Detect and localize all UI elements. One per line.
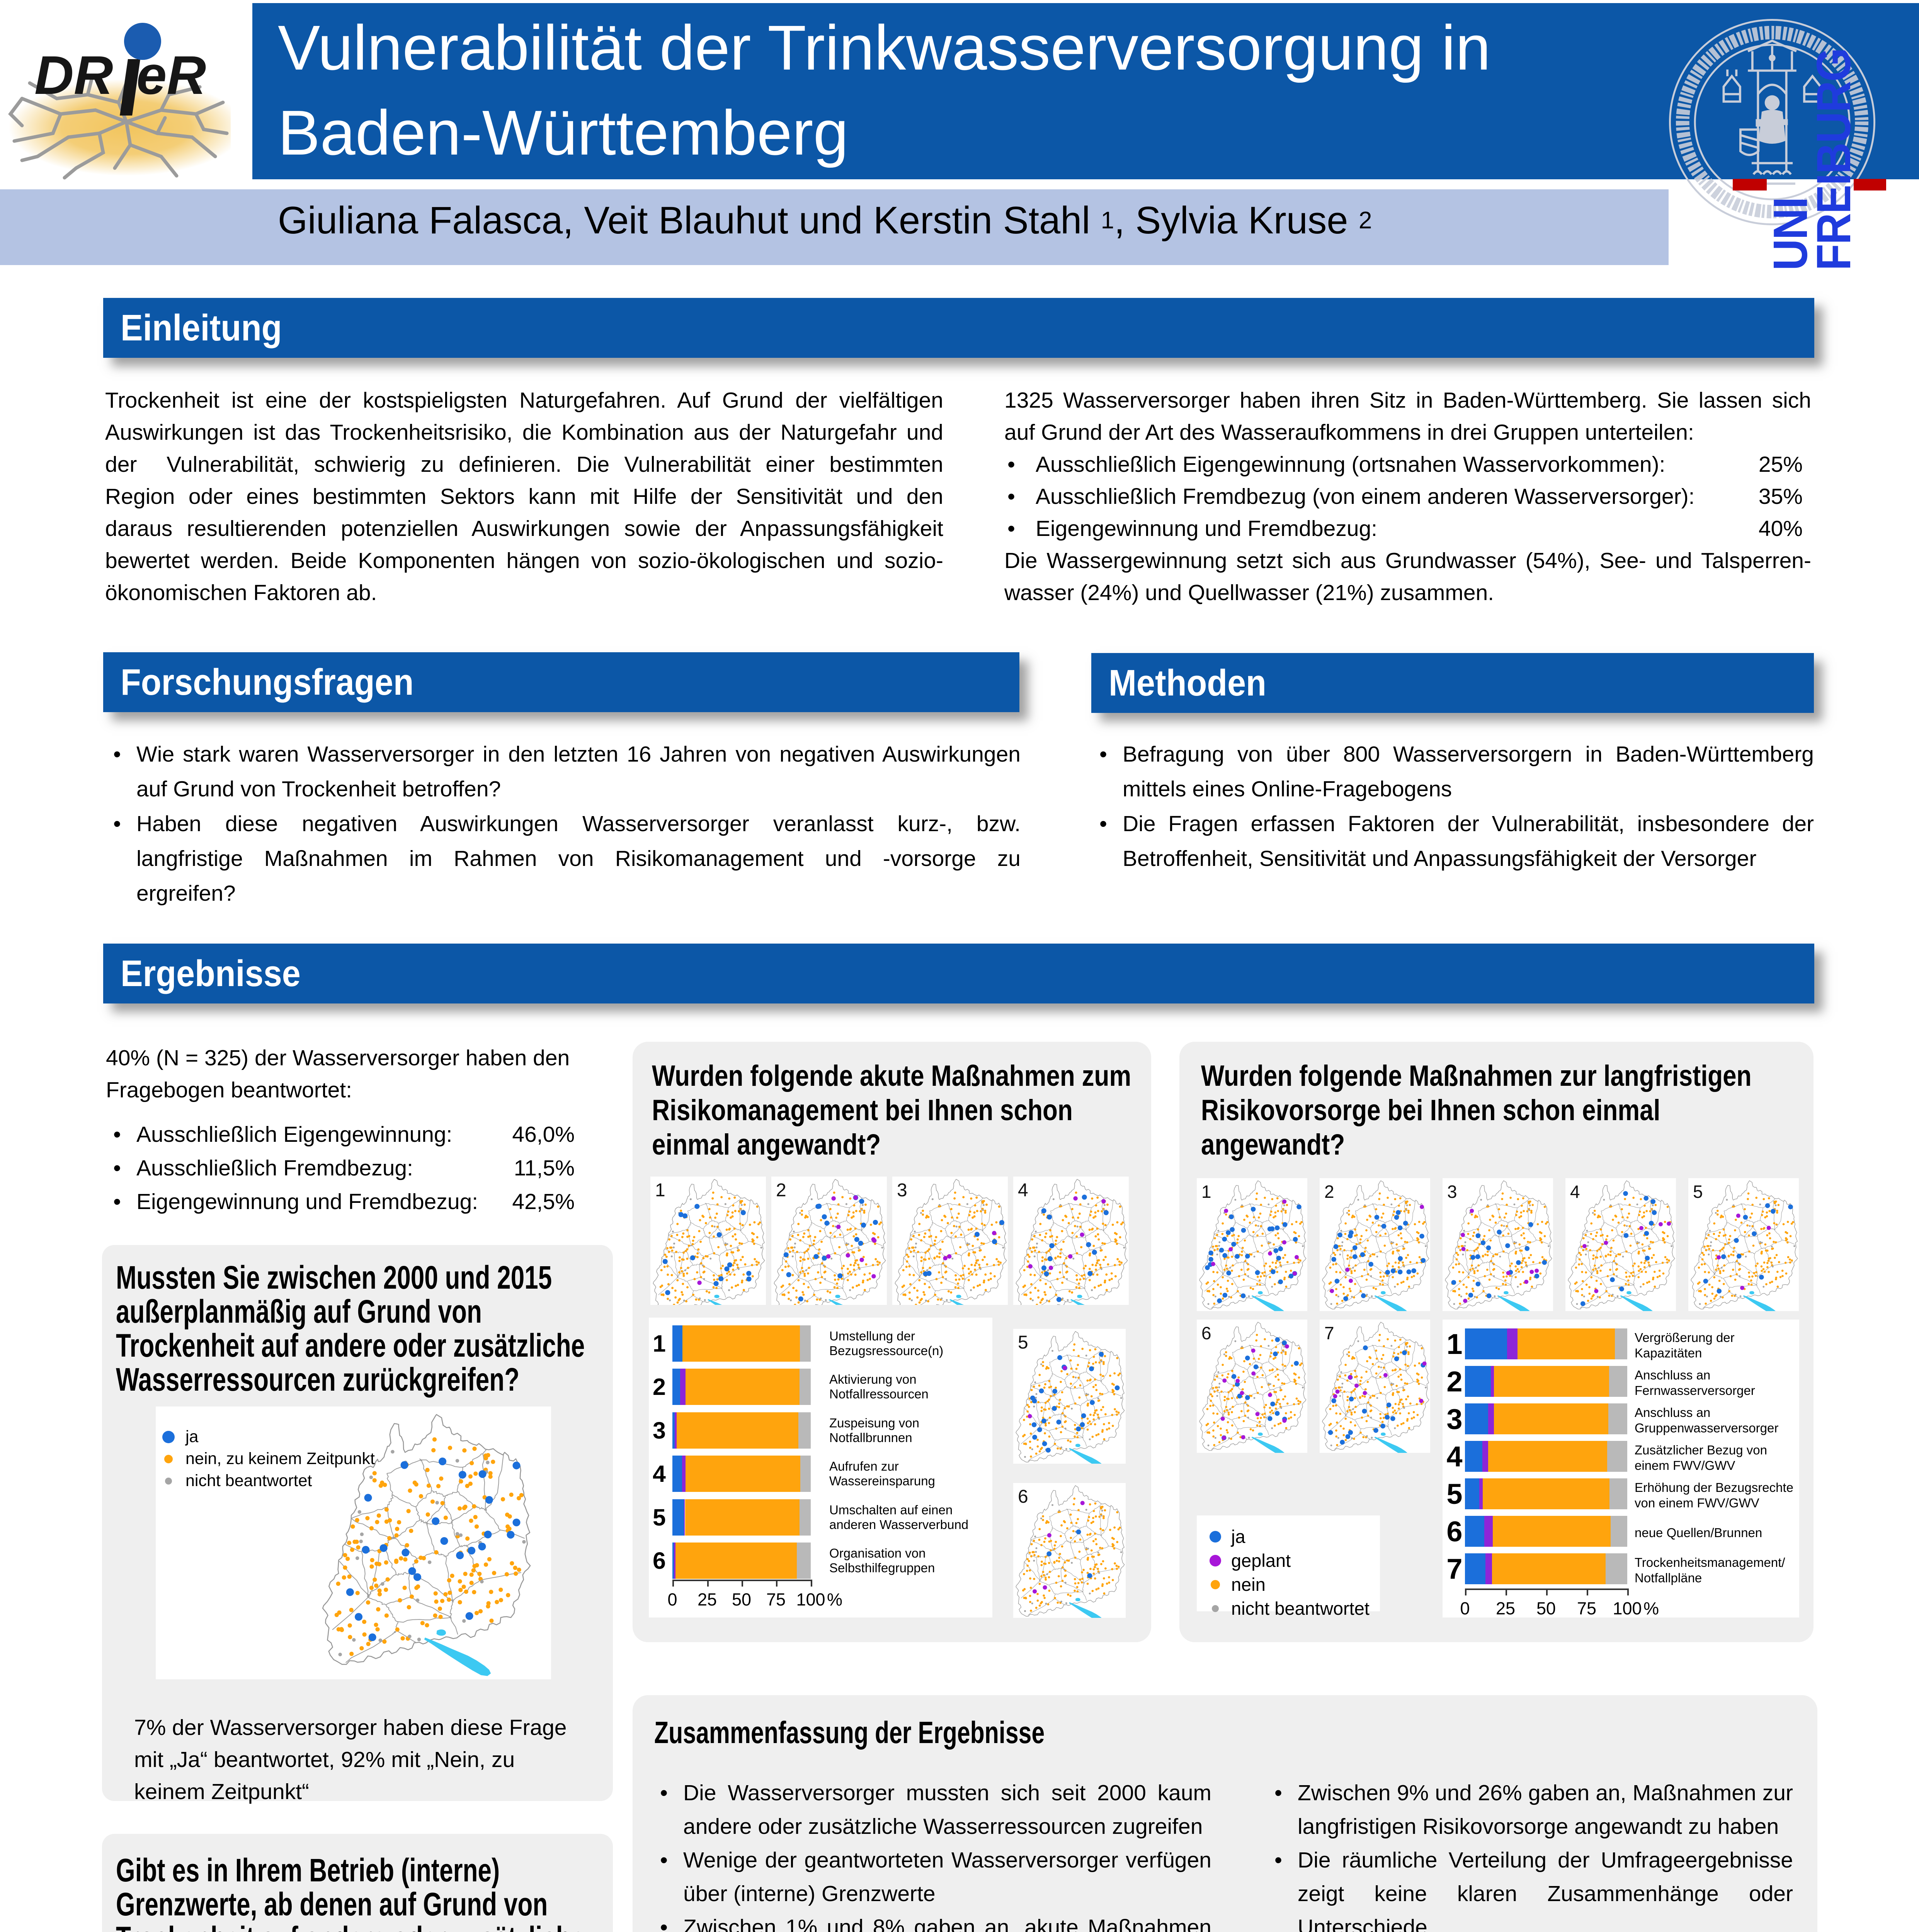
svg-text:DR: DR (34, 44, 113, 105)
